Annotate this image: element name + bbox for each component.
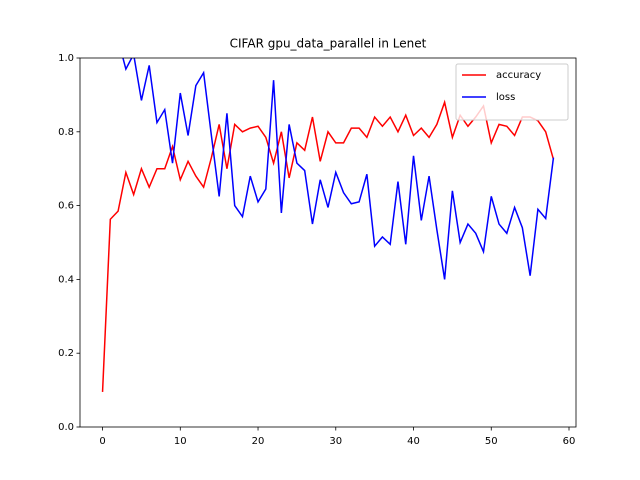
x-tick-label: 20	[252, 436, 265, 447]
x-tick-label: 0	[99, 436, 105, 447]
y-tick-label: 0.4	[58, 274, 74, 285]
y-tick-label: 0.6	[58, 201, 74, 212]
legend-label: accuracy	[496, 70, 541, 81]
y-tick-label: 1.0	[58, 53, 74, 64]
legend: accuracy loss	[455, 63, 569, 121]
axes-frame	[79, 57, 577, 428]
x-tick-label: 60	[563, 436, 576, 447]
x-tick-label: 50	[485, 436, 498, 447]
x-tick-label: 40	[407, 436, 420, 447]
legend-label: loss	[496, 92, 515, 103]
y-tick-label: 0.2	[58, 348, 74, 359]
x-tick-label: 10	[174, 436, 187, 447]
y-tick-label: 0.0	[58, 422, 74, 433]
x-tick-label: 30	[329, 436, 342, 447]
chart-title: CIFAR gpu_data_parallel in Lenet	[230, 37, 427, 51]
line-series	[122, 58, 555, 280]
y-tick-label: 0.8	[58, 127, 74, 138]
legend-box	[455, 63, 569, 121]
